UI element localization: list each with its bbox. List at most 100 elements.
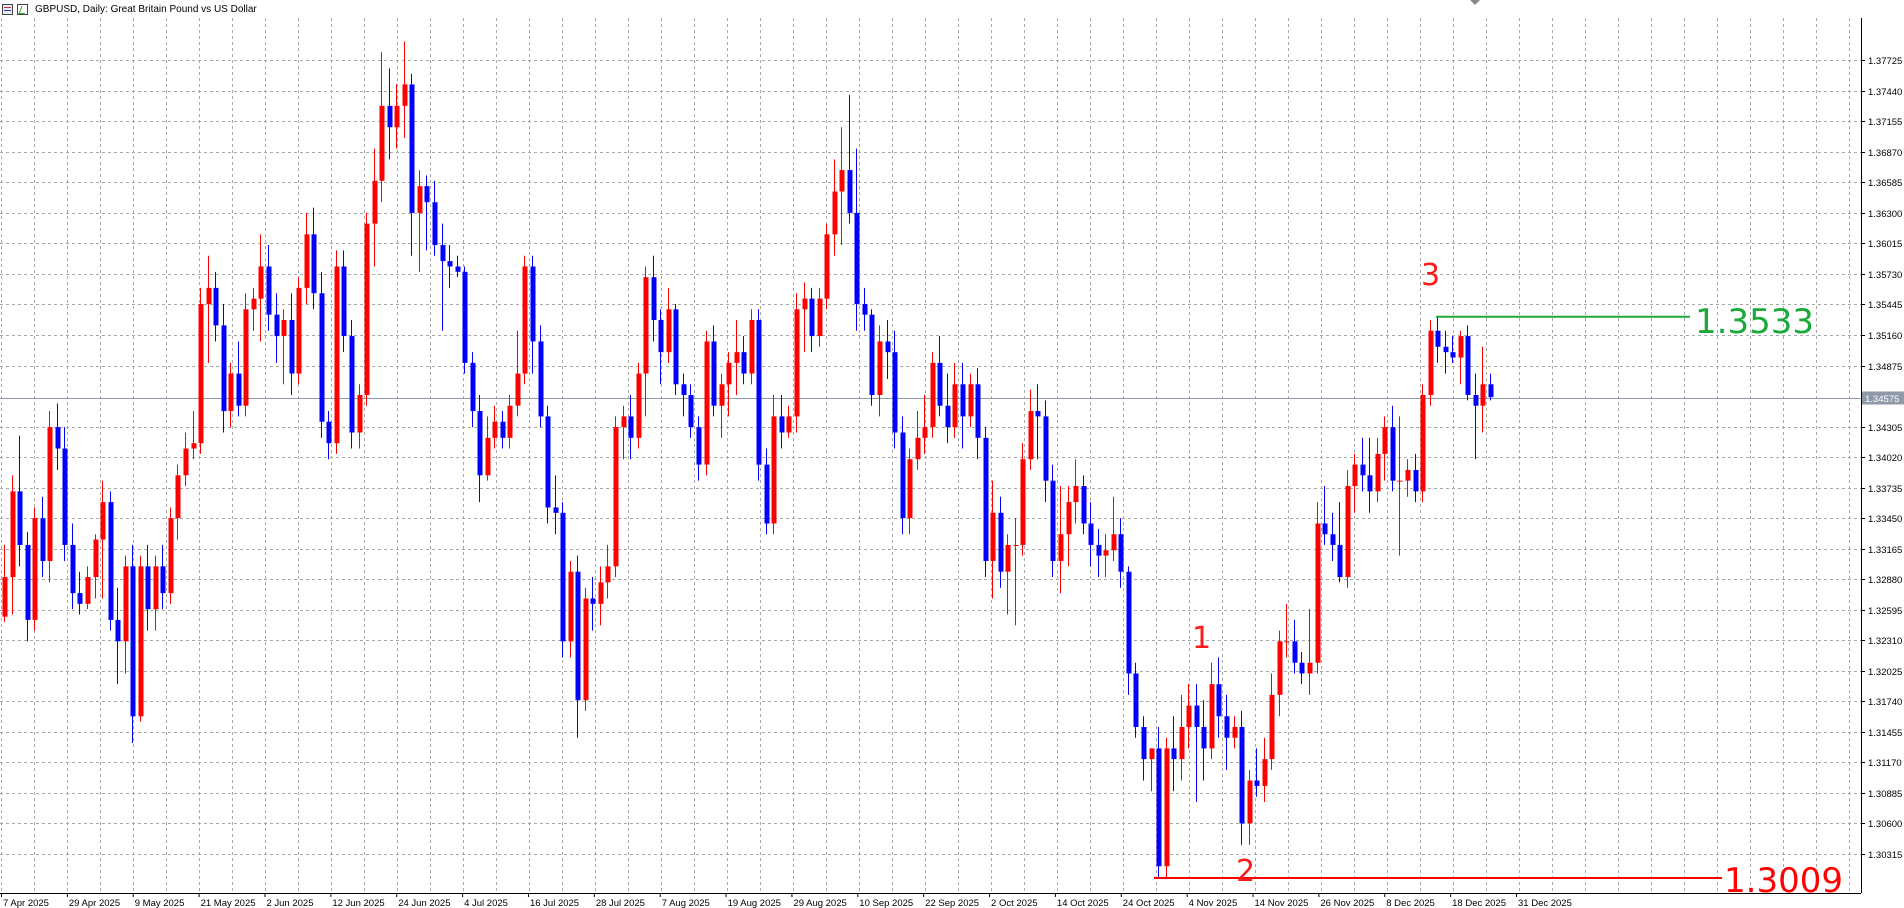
- candle-body: [138, 566, 144, 717]
- candle-body: [613, 427, 619, 567]
- time-tick-label: 29 Apr 2025: [69, 898, 120, 908]
- candle-body: [409, 84, 415, 213]
- candle-body: [349, 336, 355, 433]
- price-tick-label: 1.35160: [1868, 331, 1902, 342]
- candle-body: [1375, 453, 1381, 492]
- candle-body: [77, 593, 83, 604]
- candle-body: [621, 416, 627, 428]
- candle-body: [1254, 780, 1260, 786]
- time-tick-label: 8 Dec 2025: [1386, 898, 1435, 908]
- candle-body: [1367, 475, 1373, 492]
- candle-body: [628, 416, 634, 438]
- chart-menu-icon[interactable]: [2, 3, 13, 15]
- candle-body: [432, 202, 438, 246]
- current-price-label: 1.34575: [1865, 394, 1899, 405]
- price-tick-label: 1.31170: [1868, 758, 1902, 769]
- candle-body: [885, 341, 891, 353]
- price-tick-label: 1.37440: [1868, 87, 1902, 98]
- candle-body: [636, 373, 642, 438]
- candle-body: [213, 287, 219, 326]
- candle-body: [1322, 523, 1328, 535]
- candle-body: [1405, 469, 1411, 481]
- candle-body: [100, 502, 106, 540]
- candle-body: [538, 341, 544, 417]
- candle-body: [1088, 523, 1094, 545]
- candle-body: [311, 234, 317, 294]
- candle-body: [1435, 330, 1441, 347]
- candle-body: [553, 507, 559, 513]
- candle-body: [1360, 464, 1366, 476]
- price-tick-label: 1.30315: [1868, 850, 1902, 861]
- candle-body: [1156, 748, 1162, 867]
- candle-body: [175, 475, 181, 519]
- candle-body: [643, 277, 649, 374]
- candle-body: [236, 373, 242, 406]
- candle-body: [839, 170, 845, 192]
- indicator-icon[interactable]: [17, 3, 28, 15]
- candle-body: [1096, 544, 1102, 556]
- candle-body: [998, 512, 1004, 572]
- price-tick-label: 1.34305: [1868, 423, 1902, 434]
- time-tick-label: 29 Aug 2025: [793, 898, 846, 908]
- candle-body: [115, 619, 121, 642]
- time-tick-label: 4 Jul 2025: [464, 898, 508, 908]
- candle-body: [590, 598, 596, 604]
- candle-body: [357, 394, 363, 433]
- candle-body: [734, 352, 740, 363]
- candle-body: [937, 362, 943, 406]
- resistance-label: 1.3533: [1695, 302, 1814, 342]
- price-tick-label: 1.36300: [1868, 209, 1902, 220]
- candle-body: [485, 437, 491, 476]
- candle-body: [1066, 502, 1072, 535]
- price-tick-label: 1.35730: [1868, 270, 1902, 281]
- candle-body: [1397, 480, 1403, 482]
- candle-body: [990, 512, 996, 561]
- time-tick-label: 26 Nov 2025: [1320, 898, 1374, 908]
- candle-body: [545, 416, 551, 508]
- candle-body: [25, 544, 31, 620]
- candle-body: [251, 298, 257, 310]
- candle-body: [296, 287, 302, 374]
- candle-body: [402, 84, 408, 106]
- candle-body: [1269, 694, 1275, 760]
- time-tick-label: 7 Aug 2025: [662, 898, 710, 908]
- candle-body: [756, 320, 762, 465]
- candle-body: [1020, 459, 1026, 545]
- candle-body: [334, 266, 340, 444]
- candle-body: [221, 325, 227, 412]
- candle-body: [809, 298, 815, 337]
- candle-body: [1081, 486, 1087, 524]
- candle-body: [289, 320, 295, 374]
- candle-body: [1262, 759, 1268, 786]
- candle-body: [55, 427, 61, 449]
- candle-body: [108, 502, 114, 620]
- candle-body: [440, 245, 446, 262]
- candle-body: [62, 448, 68, 545]
- candle-body: [470, 362, 476, 412]
- candle-body: [1224, 716, 1230, 738]
- candle-body: [802, 298, 808, 310]
- candle-body: [824, 234, 830, 299]
- candle-body: [364, 223, 370, 395]
- candle-body: [741, 352, 747, 374]
- candle-body: [281, 320, 287, 337]
- candle-body: [379, 105, 385, 181]
- candle-body: [1458, 336, 1464, 358]
- chart-shift-marker[interactable]: [1470, 0, 1480, 5]
- price-tick-label: 1.37725: [1868, 56, 1902, 67]
- candle-body: [500, 421, 506, 438]
- candle-body: [70, 544, 76, 594]
- support-label: 1.3009: [1724, 861, 1843, 901]
- candle-body: [206, 287, 212, 304]
- candle-body: [1277, 641, 1283, 695]
- candle-body: [387, 105, 393, 128]
- candle-body: [719, 384, 725, 406]
- price-tick-label: 1.32880: [1868, 575, 1902, 586]
- candle-body: [666, 309, 672, 353]
- candle-body: [658, 320, 664, 353]
- candle-body: [726, 362, 732, 385]
- candle-body: [1465, 336, 1471, 395]
- candle-body: [258, 266, 264, 299]
